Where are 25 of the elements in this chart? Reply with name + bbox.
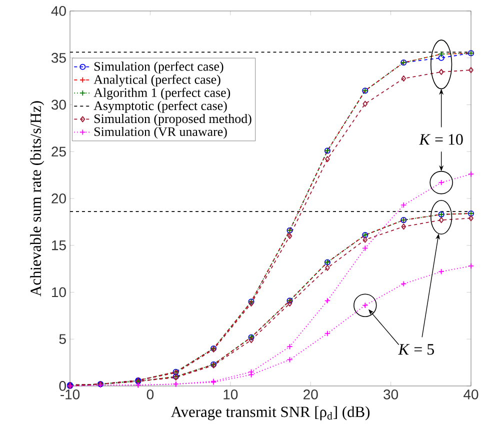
y-axis-title: Achievable sum rate (bits/s/Hz) — [30, 101, 44, 296]
legend-label: Simulation (proposed method) — [94, 114, 252, 126]
x-tick-label: 0 — [146, 389, 154, 400]
y-tick-label: 35 — [52, 52, 66, 63]
x-tick-label: -10 — [60, 389, 80, 400]
legend-label: Asymptotic (perfect case) — [94, 100, 227, 113]
y-tick-label: 0 — [59, 381, 66, 391]
y-tick-label: 40 — [51, 6, 66, 16]
y-tick-label: 10 — [52, 287, 66, 298]
x-tick-label: 20 — [304, 389, 318, 400]
x-axis-title: Average transmit SNR [ρ$_{d}$] (dB) — [170, 406, 370, 420]
x-tick-label: 10 — [224, 389, 238, 400]
y-tick-label: 30 — [52, 100, 66, 110]
x-tick-label: 30 — [384, 389, 398, 400]
legend-label: Analytical (perfect case) — [94, 74, 220, 87]
y-tick-label: 25 — [52, 146, 66, 157]
annotation: K = 5 — [398, 344, 434, 355]
y-tick-label: 15 — [52, 240, 66, 250]
legend-label: Simulation (VR unaware) — [94, 126, 227, 139]
x-tick-label: 40 — [464, 389, 478, 400]
y-tick-label: 20 — [52, 194, 66, 204]
y-tick-label: 5 — [59, 334, 66, 344]
legend-label: Algorithm 1 (perfect case) — [94, 88, 230, 100]
annotation: K = 10 — [419, 134, 463, 145]
legend-label: Simulation (perfect case) — [94, 62, 224, 74]
